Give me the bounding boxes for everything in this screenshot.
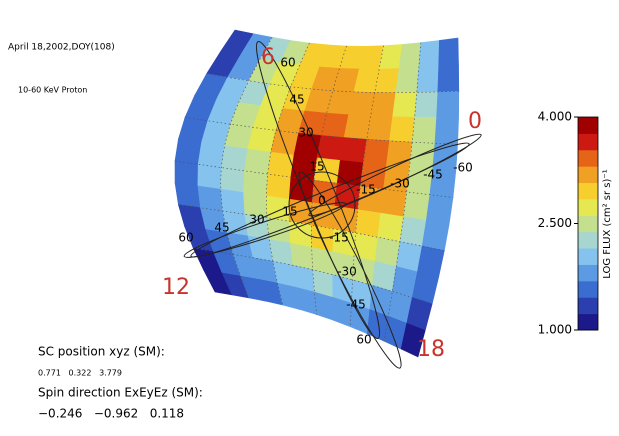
graticule xyxy=(349,45,385,327)
orbit xyxy=(183,202,347,258)
overlay xyxy=(183,41,482,369)
cell xyxy=(339,137,368,164)
cell xyxy=(438,37,459,67)
cell xyxy=(355,209,381,238)
cell xyxy=(174,160,199,187)
colorbar-band xyxy=(578,166,598,184)
cell xyxy=(398,42,422,69)
cell xyxy=(343,114,371,140)
graticule xyxy=(184,116,458,145)
cell xyxy=(392,92,418,118)
colorbar-band xyxy=(578,248,598,265)
latitude-label: 0 xyxy=(318,194,326,208)
latitude-label: -45 xyxy=(346,298,366,312)
colorbar-band xyxy=(578,198,598,216)
colorbar-tick-label: 1.000 xyxy=(538,323,572,337)
cell xyxy=(197,142,225,168)
cell xyxy=(267,151,295,178)
cell xyxy=(403,191,431,221)
latitude-label: -60 xyxy=(453,161,473,175)
cell xyxy=(389,116,415,143)
cell xyxy=(220,188,246,215)
cell xyxy=(366,115,393,142)
latitude-label: 60 xyxy=(280,56,295,70)
latitude-label: 30 xyxy=(298,126,313,140)
local-time-label: 12 xyxy=(162,275,190,300)
chart-subtitle: 10-60 KeV Proton xyxy=(18,86,87,95)
cell xyxy=(362,139,390,166)
latitude-label: -15 xyxy=(329,231,349,245)
colorbar-band xyxy=(578,313,598,331)
cell xyxy=(425,194,454,225)
latitude-label: 60 xyxy=(356,333,371,347)
spin: −0.246 −0.962 0.118 xyxy=(38,407,184,421)
cell xyxy=(220,145,249,172)
cell xyxy=(197,163,222,190)
cell xyxy=(434,117,459,145)
cell xyxy=(244,148,272,175)
cell xyxy=(380,188,408,218)
cell xyxy=(416,65,440,93)
sc-position: 0.771 0.322 3.779 xyxy=(38,369,122,378)
sc-position-label: SC position xyz (SM): xyxy=(38,345,165,359)
cell xyxy=(370,92,397,118)
cell xyxy=(174,182,201,209)
colorbar-band xyxy=(578,280,598,298)
cell xyxy=(243,170,268,197)
colorbar-tick-label: 4.000 xyxy=(538,110,572,124)
latitude-label: 60 xyxy=(178,231,193,245)
cell xyxy=(418,40,440,68)
colorbar-band xyxy=(578,117,598,134)
colorbar-band xyxy=(578,133,598,151)
cell xyxy=(400,322,426,358)
cell xyxy=(374,68,400,93)
local-time-label: 0 xyxy=(468,109,482,134)
colorbar-band xyxy=(578,297,598,315)
colorbar-band xyxy=(578,182,598,200)
cell xyxy=(266,173,292,200)
colorbar: 1.000 2.500 4.000 xyxy=(538,110,599,337)
cell xyxy=(197,185,224,212)
latitude-label: 15 xyxy=(282,205,297,219)
latitude-label: 45 xyxy=(214,221,229,235)
local-time-label: 18 xyxy=(417,337,445,362)
cell xyxy=(399,216,427,247)
orbit xyxy=(298,171,402,369)
cell xyxy=(414,91,439,118)
cell xyxy=(437,64,460,93)
cell xyxy=(316,135,345,161)
latitude-label: -30 xyxy=(390,177,410,191)
colorbar-band xyxy=(578,231,598,249)
map xyxy=(174,29,460,358)
latitude-label: -15 xyxy=(356,183,376,197)
colorbar-band xyxy=(578,149,598,167)
graticule xyxy=(193,247,433,305)
colorbar-label: LOG FLUX (cm² sr s)⁻¹ xyxy=(602,169,613,278)
cell xyxy=(436,90,460,119)
cell xyxy=(409,141,436,170)
spin-label: Spin direction ExEyEz (SM): xyxy=(38,386,203,400)
colorbar-band xyxy=(578,264,598,282)
latitude-label: 30 xyxy=(249,213,264,227)
graticule xyxy=(174,160,454,198)
local-time-label: 6 xyxy=(261,45,275,70)
latitude-label: -30 xyxy=(337,265,357,279)
chart-title: April 18,2002,DOY(108) xyxy=(8,43,115,53)
cell xyxy=(174,138,202,165)
orbit xyxy=(308,133,482,217)
cell xyxy=(421,220,450,252)
colorbar-band xyxy=(578,215,598,233)
cell xyxy=(377,212,404,243)
latitude-label: -45 xyxy=(423,168,443,182)
latitude-label: 45 xyxy=(289,93,304,107)
cell xyxy=(220,167,245,193)
colorbar-tick-label: 2.500 xyxy=(538,216,572,230)
cell xyxy=(395,67,420,93)
latitude-label: 15 xyxy=(309,160,324,174)
cell xyxy=(411,116,437,144)
